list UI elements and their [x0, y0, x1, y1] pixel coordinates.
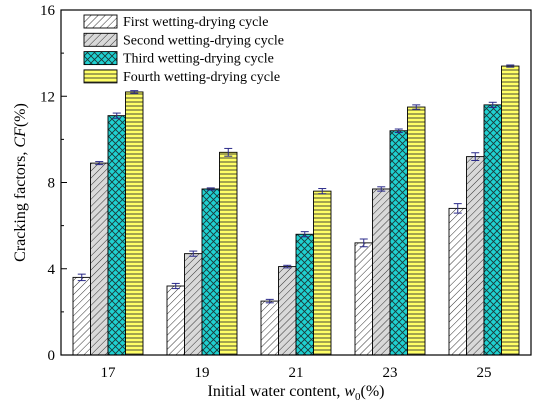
- legend-swatch: [83, 14, 118, 29]
- bar-s1-23: [354, 242, 373, 356]
- error-bar-s4-19: [224, 147, 233, 157]
- error-bar-s3-17: [112, 112, 121, 119]
- legend-label: Third wetting-drying cycle: [123, 52, 274, 67]
- legend-item-s1: First wetting-drying cycle: [83, 14, 268, 30]
- legend-item-s2: Second wetting-drying cycle: [83, 32, 284, 48]
- error-bar-s1-21: [265, 298, 274, 304]
- error-bar-s2-25: [471, 152, 480, 162]
- x-tick-label: 17: [101, 365, 117, 381]
- legend-item-s3: Third wetting-drying cycle: [83, 51, 274, 67]
- bar-s1-21: [260, 300, 279, 356]
- x-axis: 17 19 21 23 25: [101, 350, 492, 381]
- bar-s1-17: [72, 276, 91, 356]
- bar-s2-23: [372, 188, 391, 356]
- legend: First wetting-drying cycle Second wetting…: [83, 14, 284, 85]
- x-axis-label: Initial water content, w0(%): [208, 383, 385, 403]
- error-bar-s3-19: [206, 187, 215, 191]
- legend-label: First wetting-drying cycle: [123, 15, 268, 30]
- error-bar-s3-21: [300, 231, 309, 238]
- bar-s2-25: [466, 156, 485, 356]
- bar-s3-23: [389, 130, 408, 356]
- y-tick-label: 8: [48, 176, 56, 192]
- bar-s1-25: [448, 207, 467, 356]
- y-axis: 0 4 8 12 16: [40, 3, 67, 364]
- legend-label: Fourth wetting-drying cycle: [123, 70, 280, 85]
- y-tick-label: 16: [40, 3, 56, 19]
- bar-s3-17: [107, 115, 126, 356]
- y-tick-label: 4: [48, 262, 56, 278]
- legend-swatch: [83, 51, 118, 66]
- bar-s2-19: [184, 253, 203, 356]
- bar-s4-17: [125, 91, 144, 356]
- bar-s2-17: [90, 162, 109, 356]
- bar-s1-19: [166, 285, 185, 356]
- error-bar-s4-21: [318, 188, 327, 195]
- bar-s3-21: [295, 233, 314, 356]
- error-bar-s1-19: [171, 282, 180, 290]
- error-bar-s2-21: [283, 264, 292, 269]
- error-bar-s4-25: [506, 64, 515, 68]
- legend-item-s4: Fourth wetting-drying cycle: [83, 69, 280, 85]
- error-bar-s4-17: [130, 90, 139, 94]
- bar-s3-19: [201, 188, 220, 356]
- error-bar-s3-23: [394, 128, 403, 133]
- x-tick-label: 19: [195, 365, 210, 381]
- error-bar-s1-17: [77, 273, 86, 282]
- error-bar-s1-23: [359, 238, 368, 248]
- y-tick-label: 0: [48, 348, 56, 364]
- legend-label: Second wetting-drying cycle: [123, 33, 284, 48]
- error-bar-s3-25: [488, 101, 497, 108]
- y-tick-label: 12: [40, 89, 55, 105]
- bar-s2-21: [278, 266, 297, 356]
- bars-group: [72, 65, 520, 356]
- x-tick-label: 25: [477, 365, 492, 381]
- x-tick-label: 23: [383, 365, 398, 381]
- error-bar-s1-25: [453, 203, 462, 214]
- bar-s4-25: [501, 65, 520, 356]
- y-axis-label: Cracking factors, CF(%): [12, 103, 29, 262]
- legend-swatch: [83, 69, 118, 84]
- bar-s4-19: [219, 151, 238, 356]
- bar-s4-21: [313, 190, 332, 356]
- bar-s3-25: [483, 104, 502, 356]
- error-bar-s2-17: [95, 161, 104, 166]
- legend-swatch: [83, 32, 118, 47]
- error-bar-s4-23: [412, 104, 421, 110]
- error-bar-s2-19: [189, 250, 198, 257]
- x-tick-label: 21: [289, 365, 304, 381]
- error-bar-s2-23: [377, 186, 386, 192]
- error-bars-group: [77, 64, 515, 304]
- bar-s4-23: [407, 106, 426, 356]
